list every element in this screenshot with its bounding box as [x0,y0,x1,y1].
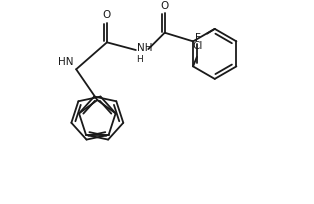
Text: NH: NH [137,43,152,53]
Text: O: O [103,10,111,20]
Text: F: F [195,33,201,43]
Text: H: H [136,55,143,64]
Text: Cl: Cl [193,41,203,51]
Text: HN: HN [58,57,73,67]
Text: O: O [160,1,169,11]
